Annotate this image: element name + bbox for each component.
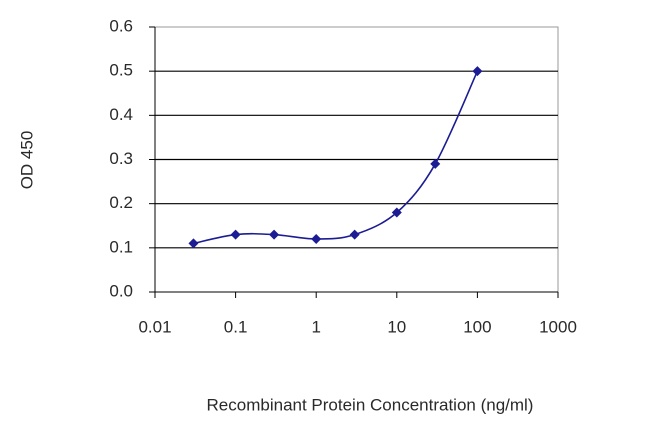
data-point <box>430 158 441 169</box>
x-tick-label: 0.01 <box>138 317 171 336</box>
x-tick-label: 1000 <box>539 317 577 336</box>
y-tick-label: 0.3 <box>109 149 133 168</box>
y-tick-label: 0.5 <box>109 61 133 80</box>
data-point <box>188 238 199 249</box>
x-axis-label: Recombinant Protein Concentration (ng/ml… <box>207 395 534 414</box>
x-tick-label: 0.1 <box>224 317 248 336</box>
y-tick-label: 0.6 <box>109 16 133 35</box>
y-axis-label: OD 450 <box>17 131 36 190</box>
data-point <box>269 229 280 240</box>
data-point <box>472 66 483 77</box>
x-tick-label: 1 <box>311 317 320 336</box>
y-tick-label: 0.4 <box>109 105 133 124</box>
x-tick-label: 10 <box>387 317 406 336</box>
data-point <box>391 207 402 218</box>
y-tick-label: 0.1 <box>109 237 133 256</box>
data-point <box>230 229 241 240</box>
x-tick-label: 100 <box>463 317 491 336</box>
data-point <box>349 229 360 240</box>
data-point <box>311 234 322 244</box>
y-tick-label: 0.2 <box>109 193 133 212</box>
y-tick-label: 0.0 <box>109 281 133 300</box>
